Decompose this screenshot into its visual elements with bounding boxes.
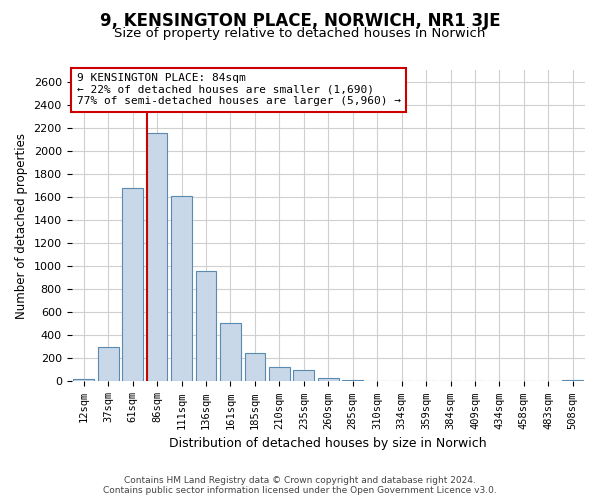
Y-axis label: Number of detached properties: Number of detached properties <box>15 132 28 318</box>
Bar <box>220 323 241 382</box>
Bar <box>343 380 363 382</box>
Bar <box>293 370 314 382</box>
Bar <box>73 379 94 382</box>
X-axis label: Distribution of detached houses by size in Norwich: Distribution of detached houses by size … <box>169 437 487 450</box>
Bar <box>269 367 290 382</box>
Bar <box>367 380 388 382</box>
Text: 9, KENSINGTON PLACE, NORWICH, NR1 3JE: 9, KENSINGTON PLACE, NORWICH, NR1 3JE <box>100 12 500 30</box>
Bar <box>391 381 412 382</box>
Bar <box>171 196 192 382</box>
Text: Size of property relative to detached houses in Norwich: Size of property relative to detached ho… <box>115 28 485 40</box>
Bar <box>147 134 167 382</box>
Bar <box>318 378 338 382</box>
Text: 9 KENSINGTON PLACE: 84sqm
← 22% of detached houses are smaller (1,690)
77% of se: 9 KENSINGTON PLACE: 84sqm ← 22% of detac… <box>77 73 401 106</box>
Bar <box>98 348 119 382</box>
Bar <box>562 380 583 382</box>
Text: Contains HM Land Registry data © Crown copyright and database right 2024.
Contai: Contains HM Land Registry data © Crown c… <box>103 476 497 495</box>
Bar <box>196 270 217 382</box>
Bar <box>245 353 265 382</box>
Bar <box>122 188 143 382</box>
